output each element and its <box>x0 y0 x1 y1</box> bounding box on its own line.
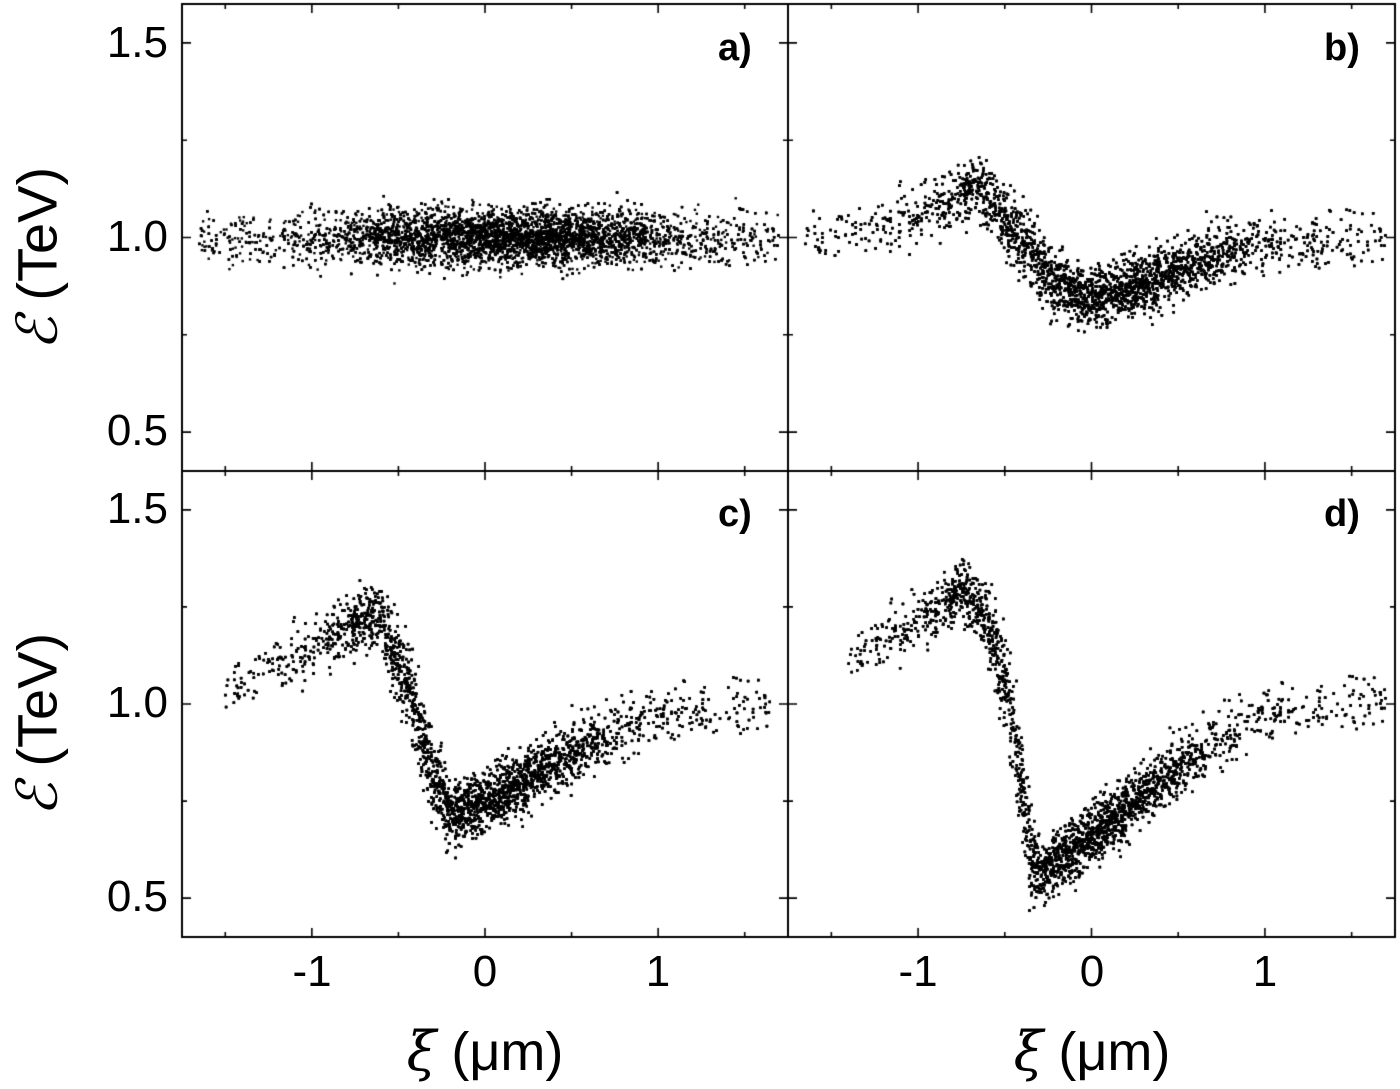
panel-label-c: c) <box>718 493 752 535</box>
xlabel-right: ξ (μm) <box>942 1020 1242 1083</box>
ytick-label-bottom-1.0: 1.0 <box>106 678 168 727</box>
xtick-label-right-neg1: -1 <box>898 947 938 996</box>
xtick-label-left-1: 1 <box>645 947 671 996</box>
ytick-label-top-1.0: 1.0 <box>106 212 168 261</box>
xi-symbol: ξ <box>1013 1020 1044 1083</box>
energy-unit: (TeV) <box>5 632 69 783</box>
xtick-label-left-neg1: -1 <box>292 947 332 996</box>
ytick-label-bottom-1.5: 1.5 <box>106 484 168 533</box>
xtick-label-right-0: 0 <box>1079 947 1105 996</box>
xi-unit: (μm) <box>1043 1022 1171 1082</box>
xi-symbol: ξ <box>406 1020 437 1083</box>
ylabel-top: ℰ (TeV) <box>5 109 71 409</box>
energy-unit: (TeV) <box>5 166 69 317</box>
xi-unit: (μm) <box>436 1022 564 1082</box>
ytick-label-top-0.5: 0.5 <box>106 406 168 455</box>
panel-label-d: d) <box>1324 493 1360 535</box>
xlabel-left: ξ (μm) <box>335 1020 635 1083</box>
ytick-label-top-1.5: 1.5 <box>106 18 168 67</box>
energy-symbol: ℰ <box>5 782 71 817</box>
xtick-label-left-0: 0 <box>472 947 498 996</box>
energy-symbol: ℰ <box>5 316 71 351</box>
ylabel-bottom: ℰ (TeV) <box>5 575 71 875</box>
panel-label-a: a) <box>718 27 752 69</box>
ytick-label-bottom-0.5: 0.5 <box>106 872 168 921</box>
panel-label-b: b) <box>1324 27 1360 69</box>
xtick-label-right-1: 1 <box>1252 947 1278 996</box>
